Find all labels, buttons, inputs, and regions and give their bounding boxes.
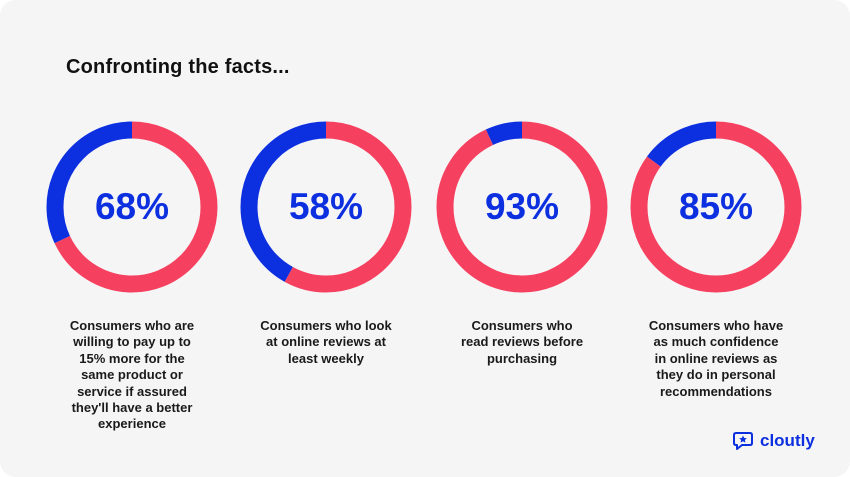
speech-bubble-star-icon: [733, 432, 753, 450]
donut-svg-3: [436, 121, 608, 293]
brand-name: cloutly: [760, 431, 815, 450]
stat-1: 68% Consumers who are willing to pay up …: [46, 121, 218, 431]
stat-2: 58% Consumers who look at online reviews…: [240, 121, 412, 366]
stat-4: 85% Consumers who have as much confidenc…: [630, 121, 802, 399]
donut-value-arc: [240, 121, 412, 293]
stat-description: Consumers who have as much confidence in…: [648, 318, 784, 399]
donut-value-arc: [630, 121, 802, 293]
percentage-label: 68%: [94, 186, 170, 227]
donut-chart-4: 85%: [630, 121, 802, 293]
stat-description: Consumers who read reviews before purcha…: [460, 318, 584, 366]
page-title: Confronting the facts...: [66, 56, 290, 78]
donut-value-arc: [46, 121, 218, 293]
percentage-label: 85%: [678, 186, 754, 227]
donut-value-arc: [436, 121, 608, 293]
donut-chart-2: 58%: [240, 121, 412, 293]
stat-description: Consumers who are willing to pay up to 1…: [69, 318, 195, 432]
stat-description: Consumers who look at online reviews at …: [260, 318, 392, 366]
stat-3: 93% Consumers who read reviews before pu…: [436, 121, 608, 366]
donut-svg-1: [46, 121, 218, 293]
brand-logo: cloutly: [732, 430, 815, 452]
donut-chart-3: 93%: [436, 121, 608, 293]
donut-chart-1: 68%: [46, 121, 218, 293]
percentage-label: 58%: [288, 186, 364, 227]
donut-svg-2: [240, 121, 412, 293]
donut-svg-4: [630, 121, 802, 293]
percentage-label: 93%: [484, 186, 560, 227]
